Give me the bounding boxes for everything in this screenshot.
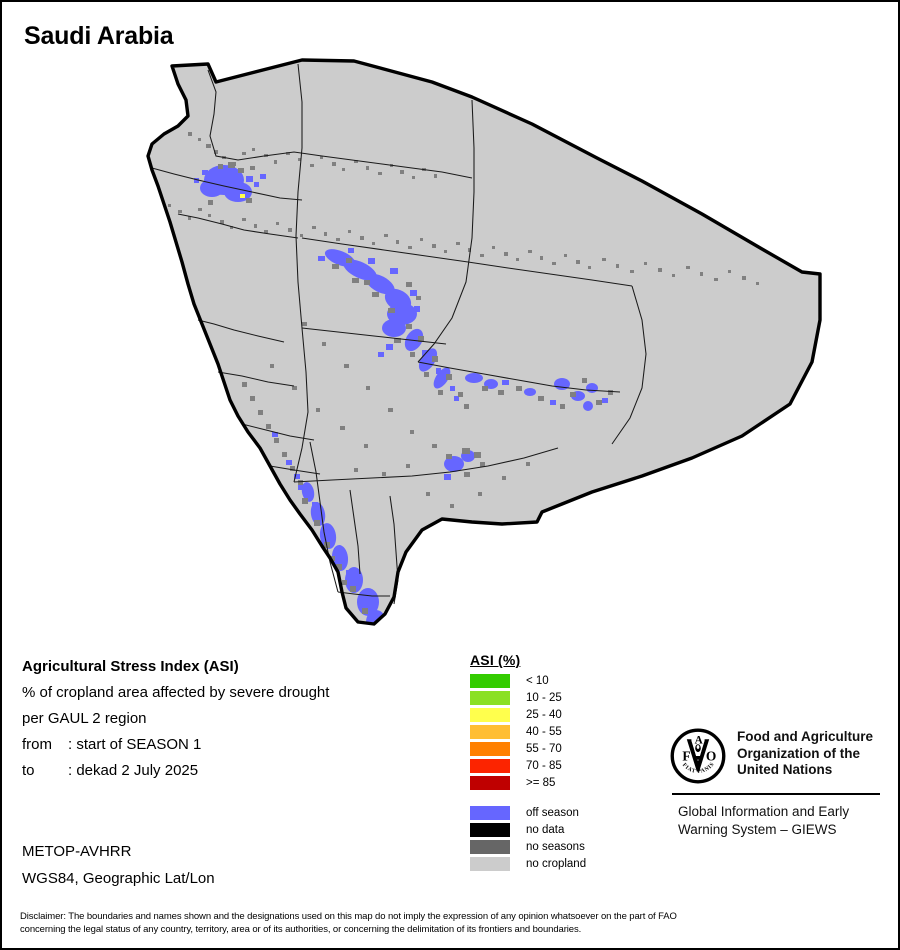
legend-swatch-no-cropland	[470, 856, 510, 871]
legend-label-lt10: < 10	[526, 674, 549, 687]
legend-label-55-70: 55 - 70	[526, 742, 562, 755]
giews-line1: Global Information and Early	[678, 804, 850, 819]
fao-name-line1: Food and Agriculture	[737, 729, 873, 744]
map-legend: ASI (%) < 10 10 - 25 25 - 40 40 - 55 55 …	[470, 652, 650, 872]
disclaimer-line2: concerning the legal status of any count…	[20, 924, 582, 935]
admin-boundaries-layer	[151, 63, 647, 605]
legend-spacer	[470, 791, 650, 804]
metadata-heading: Agricultural Stress Index (ASI)	[22, 658, 239, 675]
no-seasons-wajh	[148, 246, 171, 255]
disclaimer-line1: Disclaimer: The boundaries and names sho…	[20, 911, 677, 922]
fao-logo-row: F A O FIAT PANIS Food and Agriculture Or…	[670, 728, 890, 784]
cropland-cluster-riyadh	[404, 328, 459, 401]
cropland-coastal	[272, 432, 300, 479]
no-seasons-northwest	[208, 162, 255, 205]
legend-label-70-85: 70 - 85	[526, 759, 562, 772]
country-fill-layer	[148, 60, 820, 624]
asi-pixel-yellow	[240, 194, 245, 198]
legend-swatch-no-data	[470, 822, 510, 837]
giews-line2: Warning System – GIEWS	[678, 822, 837, 837]
no-data-pixels	[318, 631, 369, 632]
fao-organization-name: Food and Agriculture Organization of the…	[737, 728, 873, 779]
legend-item-40-55: 40 - 55	[470, 723, 650, 740]
legend-swatch-no-seasons	[470, 839, 510, 854]
no-seasons-hofuf	[446, 448, 485, 477]
no-seasons-coastal	[242, 382, 303, 485]
legend-label-off-season: off season	[526, 806, 579, 819]
legend-label-no-seasons: no seasons	[526, 840, 585, 853]
legend-item-55-70: 55 - 70	[470, 740, 650, 757]
map-source: METOP-AVHRR WGS84, Geographic Lat/Lon	[22, 838, 442, 892]
no-seasons-pixels	[158, 132, 759, 285]
cropland-cluster-wajh	[148, 242, 164, 249]
no-seasons-riyadh	[410, 336, 469, 409]
to-label: to	[22, 762, 35, 779]
fao-name-line3: United Nations	[737, 762, 833, 777]
projection-label: WGS84, Geographic Lat/Lon	[22, 870, 215, 887]
map-metadata: Agricultural Stress Index (ASI) % of cro…	[22, 654, 442, 784]
asi-raster-layer	[148, 132, 759, 632]
legend-swatch-40-55	[470, 724, 510, 739]
fao-branding: F A O FIAT PANIS Food and Agriculture Or…	[670, 728, 890, 839]
legend-label-no-cropland: no cropland	[526, 857, 587, 870]
metadata-from-row: from : start of SEASON 1	[22, 732, 442, 758]
legend-swatch-lt10	[470, 673, 510, 688]
metadata-subtitle: % of cropland area affected by severe dr…	[22, 684, 330, 701]
map-layers	[146, 58, 822, 632]
fao-emblem-icon: F A O FIAT PANIS	[670, 728, 726, 784]
legend-label-10-25: 10 - 25	[526, 691, 562, 704]
legend-item-lt10: < 10	[470, 672, 650, 689]
svg-text:A: A	[695, 735, 703, 747]
no-seasons-east	[482, 378, 613, 409]
from-value: : start of SEASON 1	[68, 736, 202, 753]
legend-item-no-data: no data	[470, 821, 650, 838]
map-canvas[interactable]	[2, 52, 898, 632]
legend-item-gte85: >= 85	[470, 774, 650, 791]
metadata-to-row: to : dekad 2 July 2025	[22, 758, 442, 784]
fao-divider	[672, 793, 880, 795]
disclaimer: Disclaimer: The boundaries and names sho…	[20, 910, 882, 936]
country-outline	[146, 58, 822, 626]
metadata-aggregation: per GAUL 2 region	[22, 710, 147, 727]
legend-item-70-85: 70 - 85	[470, 757, 650, 774]
legend-item-25-40: 25 - 40	[470, 706, 650, 723]
legend-swatch-off-season	[470, 805, 510, 820]
no-seasons-interior	[270, 322, 530, 508]
svg-text:O: O	[706, 748, 716, 763]
page-title: Saudi Arabia	[24, 22, 174, 50]
legend-item-no-cropland: no cropland	[470, 855, 650, 872]
legend-item-off-season: off season	[470, 804, 650, 821]
legend-label-40-55: 40 - 55	[526, 725, 562, 738]
cropland-cluster-asir	[298, 482, 386, 624]
legend-item-10-25: 10 - 25	[470, 689, 650, 706]
from-label: from	[22, 736, 52, 753]
fao-name-line2: Organization of the	[737, 745, 860, 761]
legend-item-no-seasons: no seasons	[470, 838, 650, 855]
legend-label-no-data: no data	[526, 823, 565, 836]
svg-text:F: F	[682, 748, 690, 763]
legend-swatch-70-85	[470, 758, 510, 773]
legend-swatch-gte85	[470, 775, 510, 790]
legend-title: ASI (%)	[470, 652, 521, 668]
cropland-cluster-qassim	[318, 248, 420, 357]
legend-swatch-10-25	[470, 690, 510, 705]
legend-swatch-25-40	[470, 707, 510, 722]
legend-label-25-40: 25 - 40	[526, 708, 562, 721]
giews-name: Global Information and Early Warning Sys…	[678, 803, 890, 839]
legend-swatch-55-70	[470, 741, 510, 756]
legend-label-gte85: >= 85	[526, 776, 556, 789]
no-seasons-qassim	[332, 258, 421, 343]
sensor-label: METOP-AVHRR	[22, 843, 132, 860]
cropland-cluster-northwest	[194, 165, 266, 202]
to-value: : dekad 2 July 2025	[68, 762, 199, 779]
